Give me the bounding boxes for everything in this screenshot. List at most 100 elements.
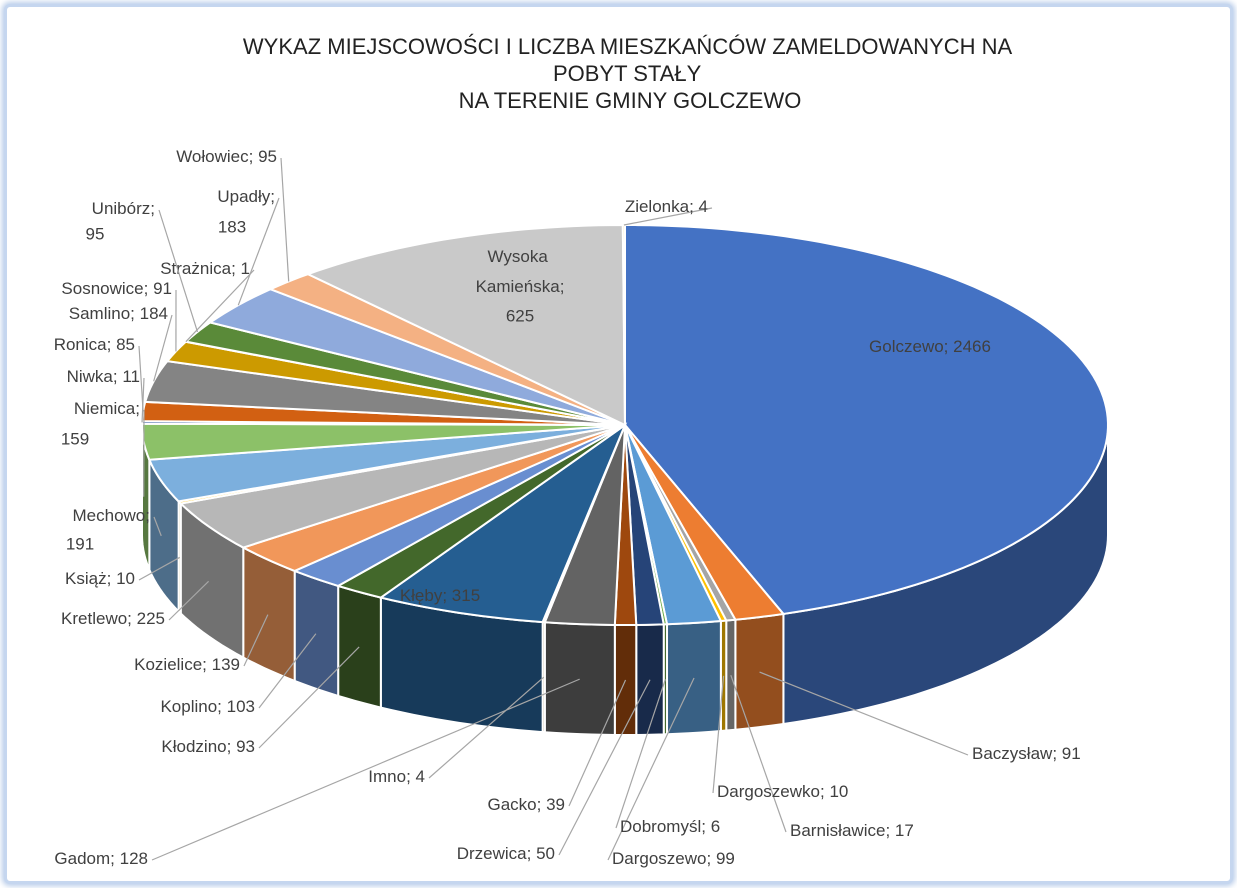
data-label: Baczysław; 91 [972, 744, 1081, 763]
data-label-value: 91 [1062, 744, 1081, 763]
data-label: Samlino; 184 [69, 304, 168, 323]
data-label-value: 1 [241, 259, 250, 278]
data-label-value: 95 [86, 224, 105, 243]
data-label: Kozielice; 139 [134, 655, 240, 674]
data-label: Dargoszewo; 99 [612, 849, 735, 868]
title-line: POBYT STAŁY [553, 61, 707, 86]
leader-line [615, 679, 666, 829]
slice [147, 424, 626, 503]
label-line: Wysoka [487, 247, 552, 266]
data-label: Drzewica; 50 [457, 844, 555, 863]
data-label-value: 10 [829, 782, 848, 801]
label-line: Kamieńska [476, 277, 561, 296]
data-label-category: Unibórz [92, 199, 151, 218]
label-separator: ; [144, 279, 153, 298]
leader-line [243, 614, 269, 667]
data-label-value: 99 [716, 849, 735, 868]
label-separator: ; [227, 737, 236, 756]
data-label: Ronica; 85 [54, 335, 135, 354]
slice [292, 424, 626, 587]
label-separator: ; [527, 844, 536, 863]
data-label-category: Samlino [69, 304, 130, 323]
data-label-category: Kłodzino [161, 737, 226, 756]
label-separator: ; [885, 821, 894, 840]
data-label-category: Dargoszewo [612, 849, 707, 868]
label-separator: ; [707, 849, 716, 868]
data-label-category: Kretlewo [61, 609, 127, 628]
leader-line [623, 207, 713, 226]
leader-line [258, 646, 360, 749]
data-label-category: Baczysław [972, 744, 1053, 763]
data-label-category: Mechowo [73, 506, 146, 525]
label-separator: ; [406, 767, 415, 786]
data-label-value: 95 [258, 147, 277, 166]
slice [335, 424, 626, 599]
data-label: Dobromyśl; 6 [620, 817, 720, 836]
data-label-category: Barnisławice [790, 821, 885, 840]
leader-line [428, 676, 545, 779]
data-label: Upadły; [217, 187, 275, 206]
chart-title: WYKAZ MIEJSCOWOŚCI I LICZBA MIESZKAŃCÓW … [243, 34, 1017, 113]
data-label-value: 93 [236, 737, 255, 756]
leader-line [153, 314, 173, 382]
leader-line [158, 209, 199, 333]
data-label-value: 139 [212, 655, 240, 674]
data-label-value: 85 [116, 335, 135, 354]
data-label: Wołowiec; 95 [176, 147, 277, 166]
leader-line [151, 678, 580, 861]
data-label: Książ; 10 [65, 569, 135, 588]
leader-line [168, 580, 210, 621]
data-label: Niemica; [74, 399, 140, 418]
leader-line [759, 671, 969, 756]
data-label: Sosnowice; 91 [61, 279, 172, 298]
data-label-value: 4 [416, 767, 425, 786]
slice-side [293, 569, 340, 698]
label-separator: ; [145, 506, 150, 525]
label-separator: ; [231, 259, 240, 278]
data-label: Kłodzino; 93 [161, 737, 255, 756]
data-label-category: Książ [65, 569, 107, 588]
data-label-value: 91 [153, 279, 172, 298]
data-label-category: Upadły [217, 187, 270, 206]
data-label-value: 184 [140, 304, 168, 323]
data-label-category: Gadom [54, 849, 110, 868]
slice [178, 424, 626, 549]
leader-line [712, 675, 725, 794]
slice-side [734, 612, 785, 731]
data-label-value: 103 [227, 697, 255, 716]
data-label-category: Strażnica [160, 259, 231, 278]
leader-line [153, 516, 162, 537]
data-label-category: Dargoszewko [717, 782, 820, 801]
leader-line [258, 633, 317, 709]
data-label: Zielonka; 4 [625, 197, 708, 216]
data-label: Golczewo; 2466 [869, 337, 991, 356]
data-label-value: 315 [452, 586, 480, 605]
label-separator: ; [135, 399, 140, 418]
leader-line [730, 674, 787, 833]
label-separator: ; [127, 609, 136, 628]
data-label: Mechowo; [73, 506, 151, 525]
data-label-category: Wysoka Kamieńska; [476, 247, 565, 296]
slice-side [725, 618, 737, 732]
title-line: NA TERENIE GMINY GOLCZEWO [459, 88, 802, 113]
label-separator: ; [150, 199, 155, 218]
slice-side [635, 623, 665, 736]
data-label-value: 191 [66, 534, 94, 553]
data-label: Barnisławice; 17 [790, 821, 914, 840]
data-label-value: 39 [546, 795, 565, 814]
data-label-value: 10 [116, 569, 135, 588]
data-label-value: 225 [137, 609, 165, 628]
label-separator: ; [442, 586, 451, 605]
data-label-value: 159 [61, 429, 89, 448]
data-label-value: 17 [895, 821, 914, 840]
label-separator: ; [701, 817, 710, 836]
data-label: Strażnica; 1 [160, 259, 250, 278]
data-label-category: Niemica [74, 399, 136, 418]
data-label-category: Wołowiec [176, 147, 249, 166]
label-separator: ; [560, 277, 565, 296]
data-label-category: Niwka [67, 367, 114, 386]
data-label-category: Zielonka [625, 197, 690, 216]
label-separator: ; [270, 187, 275, 206]
